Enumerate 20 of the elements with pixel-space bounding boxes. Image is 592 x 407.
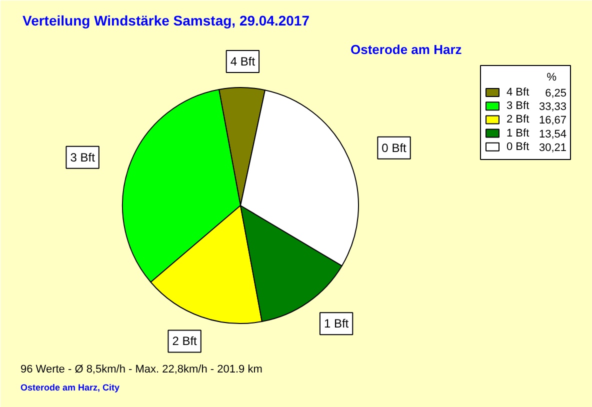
- legend-label: 2 Bft: [506, 114, 530, 126]
- slice-label: 1 Bft: [324, 316, 350, 331]
- data-label: 16,67: [538, 114, 567, 127]
- legend-label: 3 Bft: [506, 100, 530, 112]
- slice-label: 4 Bft: [230, 54, 256, 69]
- data-label: 13,54: [538, 128, 567, 140]
- legend-label: 1 Bft: [506, 127, 530, 140]
- chart-subtitle: Osterode am Harz: [350, 42, 462, 57]
- data-label: 33,33: [538, 101, 567, 114]
- legend-title: %: [546, 72, 557, 84]
- chart-title: Verteilung Windstärke Samstag, 29.04.2017: [22, 12, 310, 28]
- data-label: 6,25: [545, 88, 567, 100]
- data-label: 30,21: [538, 142, 567, 154]
- slice-label: 3 Bft: [70, 150, 96, 164]
- slice-label: 0 Bft: [382, 140, 408, 155]
- legend-label: 0 Bft: [506, 140, 530, 153]
- slice-label: 2 Bft: [172, 334, 198, 348]
- text: Osterode am Harz, City: [20, 382, 120, 392]
- text: 96 Werte - Ø 8,5km/h - Max. 22,8km/h - 201.9 km: [20, 364, 262, 376]
- legend-label: 4 Bft: [506, 86, 530, 98]
